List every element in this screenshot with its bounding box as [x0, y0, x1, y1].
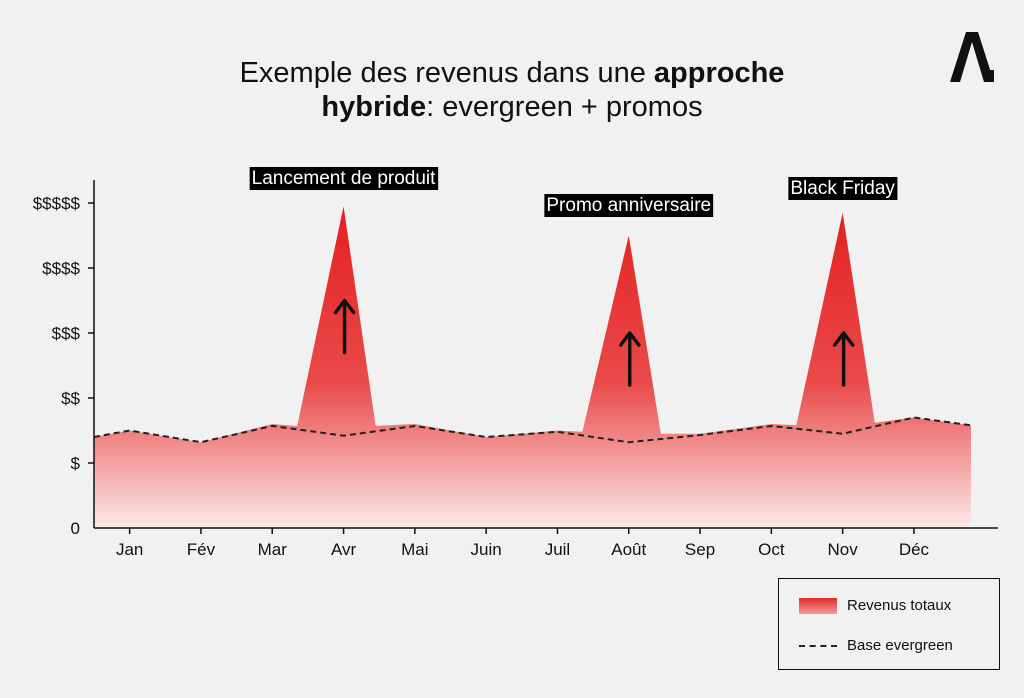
y-tick-label-2: $$ — [61, 389, 80, 408]
arrow-head-icon-1 — [619, 331, 641, 347]
title-text-2: : evergreen + promos — [426, 91, 703, 123]
legend-item-total: Revenus totaux — [799, 597, 951, 614]
annotation-box-0 — [249, 167, 439, 190]
x-tick-label-2: Mar — [258, 540, 288, 559]
x-tick-label-0: Jan — [116, 540, 143, 559]
arrow-head-icon-2 — [832, 331, 855, 347]
legend-item-baseline: Base evergreen — [799, 637, 953, 654]
legend-label-total: Revenus totaux — [847, 597, 952, 614]
annotation-box-1 — [544, 194, 714, 217]
x-tick-label-6: Juil — [545, 540, 571, 559]
annotation-label-0: Lancement de produit — [252, 168, 437, 189]
arrow-head-icon-0 — [333, 298, 356, 315]
y-tick-label-3: $$$ — [52, 324, 81, 343]
legend: Revenus totaux Base evergreen — [778, 578, 1000, 670]
title-bold-1: approche — [653, 57, 785, 89]
y-tick-label-0: 0 — [71, 519, 80, 538]
x-tick-label-11: Déc — [899, 540, 930, 559]
x-tick-label-4: Mai — [401, 540, 428, 559]
annotation-box-2 — [788, 177, 898, 200]
y-tick-label-1: $ — [71, 454, 81, 473]
title-bold-2: hybride — [321, 91, 427, 123]
line-evergreen-baseline — [93, 416, 972, 444]
x-tick-label-1: Fév — [187, 540, 216, 559]
y-tick-label-4: $$$$ — [42, 259, 80, 278]
annotation-label-2: Black Friday — [790, 178, 895, 199]
legend-swatch-total — [799, 597, 837, 614]
x-tick-label-7: Août — [611, 540, 646, 559]
annotation-label-1: Promo anniversaire — [546, 195, 711, 216]
area-total-revenue — [94, 206, 971, 528]
x-tick-label-8: Sep — [685, 540, 715, 559]
x-tick-label-5: Juin — [471, 540, 502, 559]
legend-label-baseline: Base evergreen — [847, 637, 953, 654]
chart-title: Exemple des revenus dans une approche hy… — [0, 56, 1024, 124]
brand-logo-icon — [950, 32, 994, 82]
y-tick-label-5: $$$$$ — [33, 194, 81, 213]
x-tick-label-3: Avr — [331, 540, 357, 559]
x-tick-label-9: Oct — [758, 540, 785, 559]
title-text-1: Exemple des revenus dans une — [239, 57, 654, 89]
legend-swatch-baseline — [799, 644, 837, 647]
x-tick-label-10: Nov — [828, 540, 859, 559]
